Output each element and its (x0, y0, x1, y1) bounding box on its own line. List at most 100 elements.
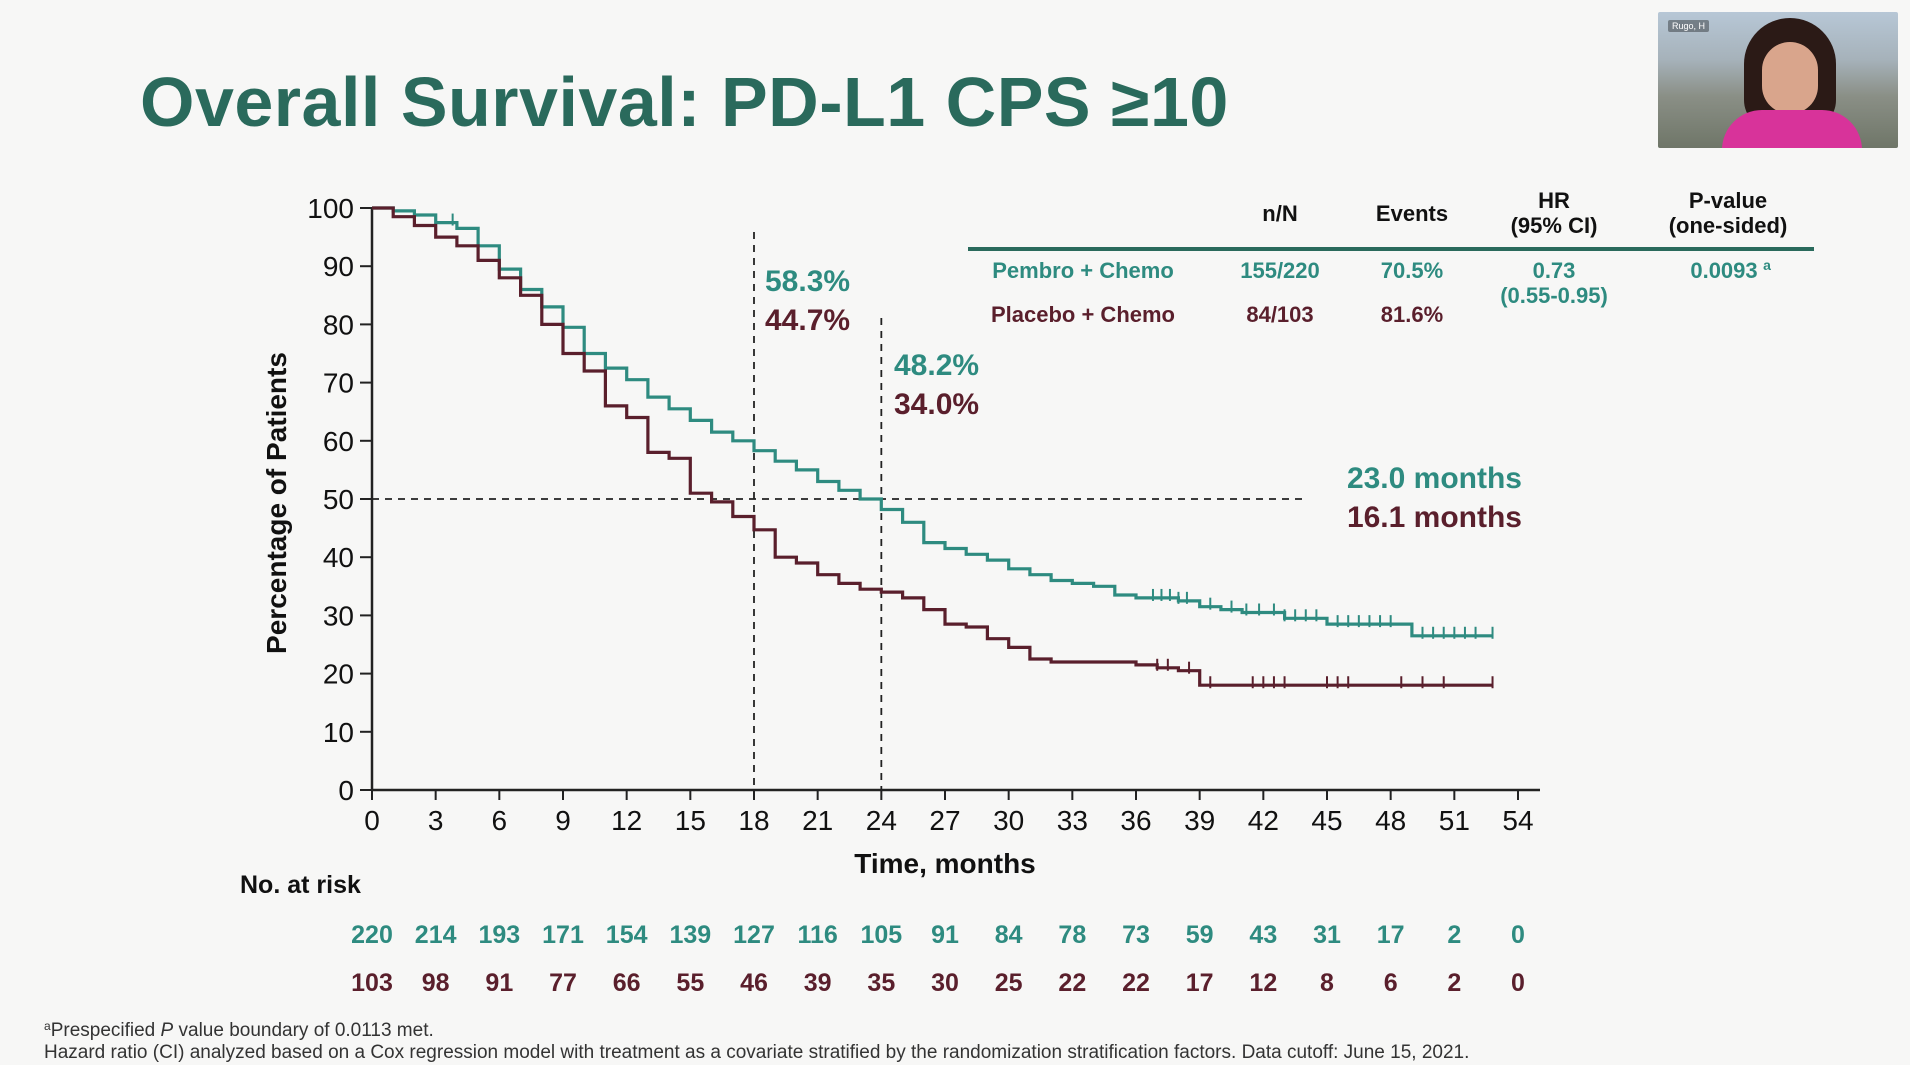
at-risk-placebo-value: 55 (676, 969, 704, 997)
stats-table-header: Events (1376, 201, 1448, 226)
y-tick-label: 20 (323, 659, 354, 690)
x-tick-label: 45 (1311, 805, 1342, 836)
y-tick-label: 30 (323, 600, 354, 631)
footnote-p-value: aPrespecified P value boundary of 0.0113… (44, 1019, 434, 1041)
slide-title: Overall Survival: PD-L1 CPS ≥10 (140, 63, 1229, 141)
y-tick-label: 100 (307, 193, 354, 224)
at-risk-pembro-value: 17 (1377, 921, 1405, 949)
x-tick-label: 42 (1248, 805, 1279, 836)
at-risk-pembro-value: 116 (797, 921, 837, 949)
presenter-face (1762, 42, 1818, 114)
y-tick-label: 60 (323, 426, 354, 457)
y-axis-title: Percentage of Patients (261, 352, 292, 654)
presenter-name-label: Rugo, H (1668, 20, 1710, 32)
at-risk-pembro-value: 73 (1122, 921, 1150, 949)
at-risk-pembro-value: 214 (415, 921, 457, 949)
x-axis-title: Time, months (854, 848, 1036, 879)
at-risk-pembro-value: 43 (1249, 921, 1277, 949)
at-risk-placebo-value: 17 (1186, 969, 1214, 997)
km-curve-placebo (372, 206, 1493, 687)
stats-row-pembro-hr: 0.73 (1533, 258, 1576, 283)
stats-table-header: HR (1538, 188, 1570, 213)
at-risk-pembro-value: 59 (1186, 921, 1214, 949)
y-tick-label: 40 (323, 542, 354, 573)
at-risk-pembro-value: 193 (478, 921, 520, 949)
at-risk-placebo-value: 25 (995, 969, 1023, 997)
presenter-video-tile[interactable]: Rugo, H (1658, 12, 1898, 148)
x-tick-label: 18 (738, 805, 769, 836)
at-risk-placebo-value: 22 (1122, 969, 1150, 997)
at-risk-pembro-value: 171 (542, 921, 584, 949)
stats-row-pembro-p-sup: a (1763, 257, 1771, 273)
at-risk-pembro-value: 2 (1447, 921, 1461, 949)
x-tick-label: 24 (866, 805, 897, 836)
at-risk-placebo-value: 8 (1320, 969, 1334, 997)
at-risk-label: No. at risk (240, 871, 361, 899)
landmark-24-placebo-label: 34.0% (894, 388, 979, 421)
stats-row-pembro-p: 0.0093 (1690, 258, 1757, 283)
landmark-24-pembro-label: 48.2% (894, 349, 979, 382)
at-risk-placebo-value: 22 (1058, 969, 1086, 997)
y-tick-label: 50 (323, 484, 354, 515)
at-risk-placebo-value: 46 (740, 969, 768, 997)
stats-table-header: P-value (1689, 188, 1767, 213)
median-placebo-label: 16.1 months (1347, 501, 1522, 534)
stats-row-placebo-events: 81.6% (1381, 302, 1443, 327)
x-tick-label: 6 (492, 805, 508, 836)
x-tick-label: 12 (611, 805, 642, 836)
at-risk-placebo-value: 39 (804, 969, 832, 997)
at-risk-placebo-value: 77 (549, 969, 577, 997)
stats-row-pembro-name: Pembro + Chemo (992, 258, 1174, 283)
x-tick-label: 30 (993, 805, 1024, 836)
y-tick-label: 70 (323, 368, 354, 399)
x-tick-label: 21 (802, 805, 833, 836)
at-risk-pembro-value: 84 (995, 921, 1023, 949)
stats-row-pembro-ci: (0.55-0.95) (1500, 283, 1608, 308)
at-risk-placebo-value: 103 (351, 969, 393, 997)
at-risk-placebo-value: 35 (867, 969, 895, 997)
at-risk-placebo-value: 12 (1249, 969, 1277, 997)
x-tick-label: 3 (428, 805, 444, 836)
y-tick-label: 80 (323, 309, 354, 340)
footnote-hazard-ratio: Hazard ratio (CI) analyzed based on a Co… (44, 1042, 1470, 1063)
stats-table-header: (one-sided) (1669, 213, 1788, 238)
at-risk-pembro-value: 127 (733, 921, 775, 949)
x-tick-label: 54 (1502, 805, 1533, 836)
x-tick-label: 15 (675, 805, 706, 836)
at-risk-pembro-value: 220 (351, 921, 393, 949)
stats-row-pembro-events: 70.5% (1381, 258, 1443, 283)
at-risk-pembro-value: 91 (931, 921, 959, 949)
stats-table-header: n/N (1262, 201, 1297, 226)
x-tick-label: 0 (364, 805, 380, 836)
km-curve-pembro (372, 206, 1493, 638)
at-risk-pembro-value: 105 (860, 921, 902, 949)
at-risk-placebo-value: 98 (422, 969, 450, 997)
at-risk-placebo-value: 0 (1511, 969, 1525, 997)
x-tick-label: 39 (1184, 805, 1215, 836)
y-tick-label: 10 (323, 717, 354, 748)
at-risk-pembro-value: 0 (1511, 921, 1525, 949)
at-risk-placebo-value: 91 (485, 969, 513, 997)
y-tick-label: 0 (338, 775, 354, 806)
at-risk-placebo-value: 2 (1447, 969, 1461, 997)
y-tick-label: 90 (323, 251, 354, 282)
stats-row-pembro-nN: 155/220 (1240, 258, 1320, 283)
x-tick-label: 9 (555, 805, 571, 836)
x-tick-label: 51 (1439, 805, 1470, 836)
stats-row-placebo-nN: 84/103 (1246, 302, 1313, 327)
landmark-18-pembro-label: 58.3% (765, 265, 850, 298)
median-pembro-label: 23.0 months (1347, 462, 1522, 495)
at-risk-placebo-value: 30 (931, 969, 959, 997)
at-risk-pembro-value: 139 (669, 921, 711, 949)
x-tick-label: 33 (1057, 805, 1088, 836)
x-tick-label: 27 (929, 805, 960, 836)
at-risk-placebo-value: 66 (613, 969, 641, 997)
x-tick-label: 36 (1120, 805, 1151, 836)
at-risk-pembro-value: 154 (606, 921, 648, 949)
x-tick-label: 48 (1375, 805, 1406, 836)
stats-row-placebo-name: Placebo + Chemo (991, 302, 1175, 327)
landmark-18-placebo-label: 44.7% (765, 304, 850, 337)
at-risk-pembro-value: 78 (1058, 921, 1086, 949)
presenter-body (1722, 110, 1862, 148)
